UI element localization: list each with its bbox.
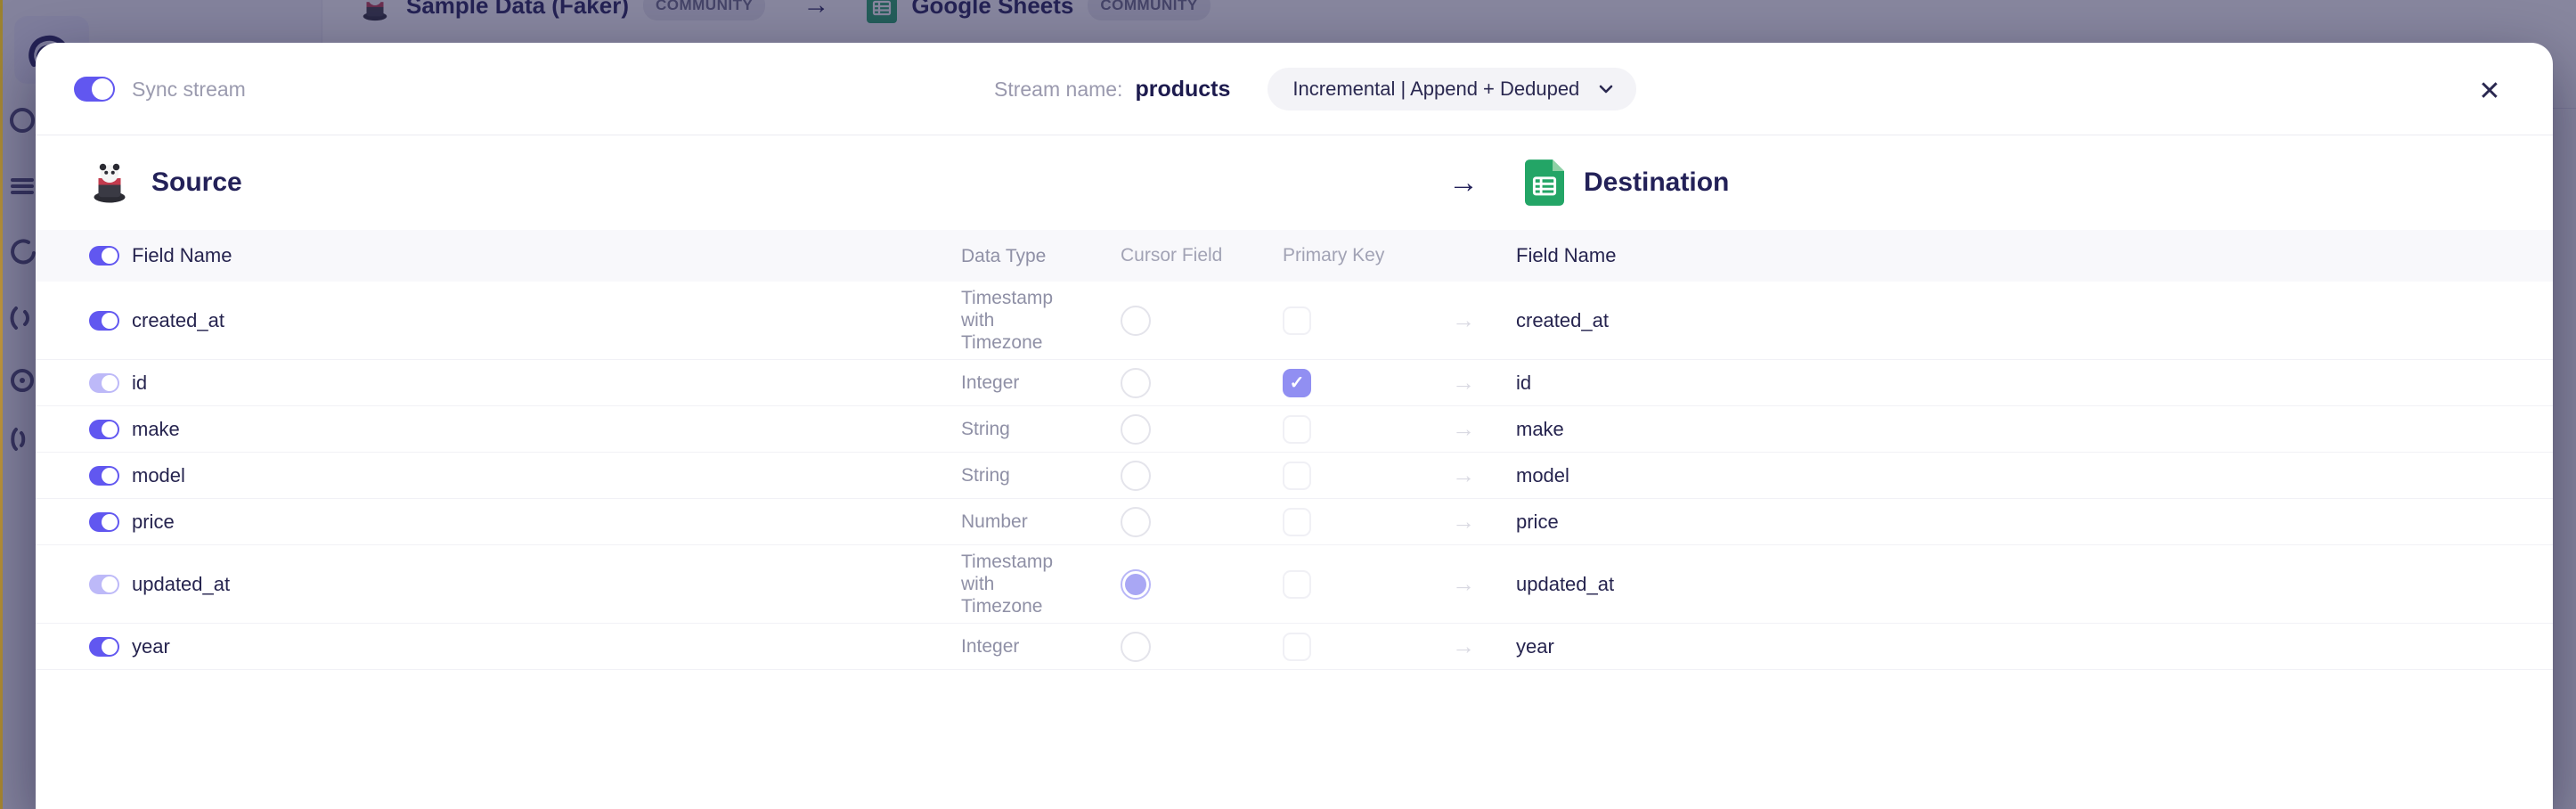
primary-key-checkbox[interactable] xyxy=(1283,414,1311,444)
destination-field-name: model xyxy=(1516,463,1569,486)
field-table-body: created_at Timestamp with Timezone → create… xyxy=(36,282,2553,670)
select-all-fields-toggle[interactable] xyxy=(89,246,119,266)
field-sync-toggle[interactable] xyxy=(89,511,119,532)
field-mapping-arrow-icon: → xyxy=(1452,633,1475,659)
cursor-field-radio[interactable] xyxy=(1121,506,1151,537)
source-to-destination-arrow-icon: → xyxy=(1448,165,1479,200)
primary-key-checkbox[interactable] xyxy=(1283,306,1311,335)
field-data-type: Number xyxy=(961,511,1028,532)
source-field-name: make xyxy=(132,417,180,440)
cursor-field-radio[interactable] xyxy=(1121,568,1151,600)
cursor-field-radio[interactable] xyxy=(1121,460,1151,491)
destination-field-name: make xyxy=(1516,417,1564,440)
field-mapping-arrow-icon: → xyxy=(1452,570,1475,597)
column-header-data-type: Data Type xyxy=(961,245,1047,266)
primary-key-checkbox[interactable] xyxy=(1283,569,1311,599)
stream-name-value: products xyxy=(1135,76,1231,102)
field-data-type: String xyxy=(961,465,1010,486)
field-data-type: Timestamp with Timezone xyxy=(961,552,1054,617)
close-icon[interactable]: ✕ xyxy=(2478,76,2501,106)
source-field-name: id xyxy=(132,371,148,394)
field-sync-toggle[interactable] xyxy=(89,574,119,594)
destination-field-name: updated_at xyxy=(1516,572,1615,595)
sync-stream-toggle[interactable] xyxy=(74,77,115,102)
faker-source-icon xyxy=(94,163,126,203)
stream-details-modal: Sync stream Stream name: products Increm… xyxy=(36,43,2553,809)
cursor-field-radio[interactable] xyxy=(1121,413,1151,445)
modal-header: Sync stream Stream name: products Increm… xyxy=(36,43,2553,135)
field-sync-toggle[interactable] xyxy=(89,419,119,439)
field-mapping-arrow-icon: → xyxy=(1452,369,1475,396)
cursor-field-radio[interactable] xyxy=(1121,305,1151,336)
field-sync-toggle[interactable] xyxy=(89,465,119,486)
source-field-name: model xyxy=(132,463,185,486)
field-data-type: Integer xyxy=(961,636,1020,657)
sync-mode-dropdown[interactable]: Incremental | Append + Deduped xyxy=(1268,68,1637,110)
field-data-type: String xyxy=(961,419,1010,439)
source-heading: Source xyxy=(151,168,242,197)
left-edge-accent xyxy=(0,0,3,809)
chevron-down-icon xyxy=(1599,85,1613,94)
stream-name-label: Stream name: xyxy=(994,77,1123,101)
primary-key-checkbox[interactable]: ✓ xyxy=(1283,368,1311,397)
field-sync-toggle[interactable] xyxy=(89,636,119,657)
field-row-updated_at: updated_at Timestamp with Timezone → update… xyxy=(36,545,2553,624)
field-data-type: Integer xyxy=(961,372,1020,393)
destination-field-name: created_at xyxy=(1516,308,1609,331)
source-field-name: created_at xyxy=(132,308,224,331)
cursor-field-radio[interactable] xyxy=(1121,367,1151,398)
field-row-model: model String → model xyxy=(36,453,2553,499)
destination-field-name: id xyxy=(1516,371,1532,394)
field-sync-toggle[interactable] xyxy=(89,310,119,331)
column-header-dest-field-name: Field Name xyxy=(1516,244,1617,266)
source-field-name: price xyxy=(132,510,175,533)
field-row-created_at: created_at Timestamp with Timezone → create… xyxy=(36,282,2553,360)
field-row-make: make String → make xyxy=(36,406,2553,453)
endpoints-row: Source → Destination xyxy=(36,135,2553,230)
google-sheets-icon xyxy=(1525,159,1564,206)
source-field-name: year xyxy=(132,634,170,658)
primary-key-checkbox[interactable] xyxy=(1283,507,1311,536)
field-mapping-arrow-icon: → xyxy=(1452,415,1475,442)
destination-heading: Destination xyxy=(1584,168,1730,197)
column-header-primary-key: Primary Key xyxy=(1283,245,1385,266)
field-mapping-arrow-icon: → xyxy=(1452,306,1475,333)
field-data-type: Timestamp with Timezone xyxy=(961,288,1054,353)
field-row-year: year Integer → year xyxy=(36,624,2553,670)
source-field-name: updated_at xyxy=(132,572,231,595)
field-row-price: price Number → price xyxy=(36,499,2553,545)
cursor-field-radio[interactable] xyxy=(1121,631,1151,662)
destination-field-name: price xyxy=(1516,510,1559,533)
sync-stream-label: Sync stream xyxy=(132,77,246,101)
primary-key-checkbox[interactable] xyxy=(1283,461,1311,490)
destination-field-name: year xyxy=(1516,634,1554,658)
field-table-header: Field Name Data Type Cursor Field Primar… xyxy=(36,230,2553,282)
field-sync-toggle[interactable] xyxy=(89,372,119,393)
column-header-cursor-field: Cursor Field xyxy=(1121,245,1223,266)
column-header-field-name: Field Name xyxy=(132,244,232,266)
sync-mode-value: Incremental | Append + Deduped xyxy=(1292,78,1580,100)
field-mapping-arrow-icon: → xyxy=(1452,508,1475,535)
primary-key-checkbox[interactable] xyxy=(1283,632,1311,661)
field-row-id: id Integer ✓ → id xyxy=(36,360,2553,406)
field-mapping-arrow-icon: → xyxy=(1452,462,1475,488)
